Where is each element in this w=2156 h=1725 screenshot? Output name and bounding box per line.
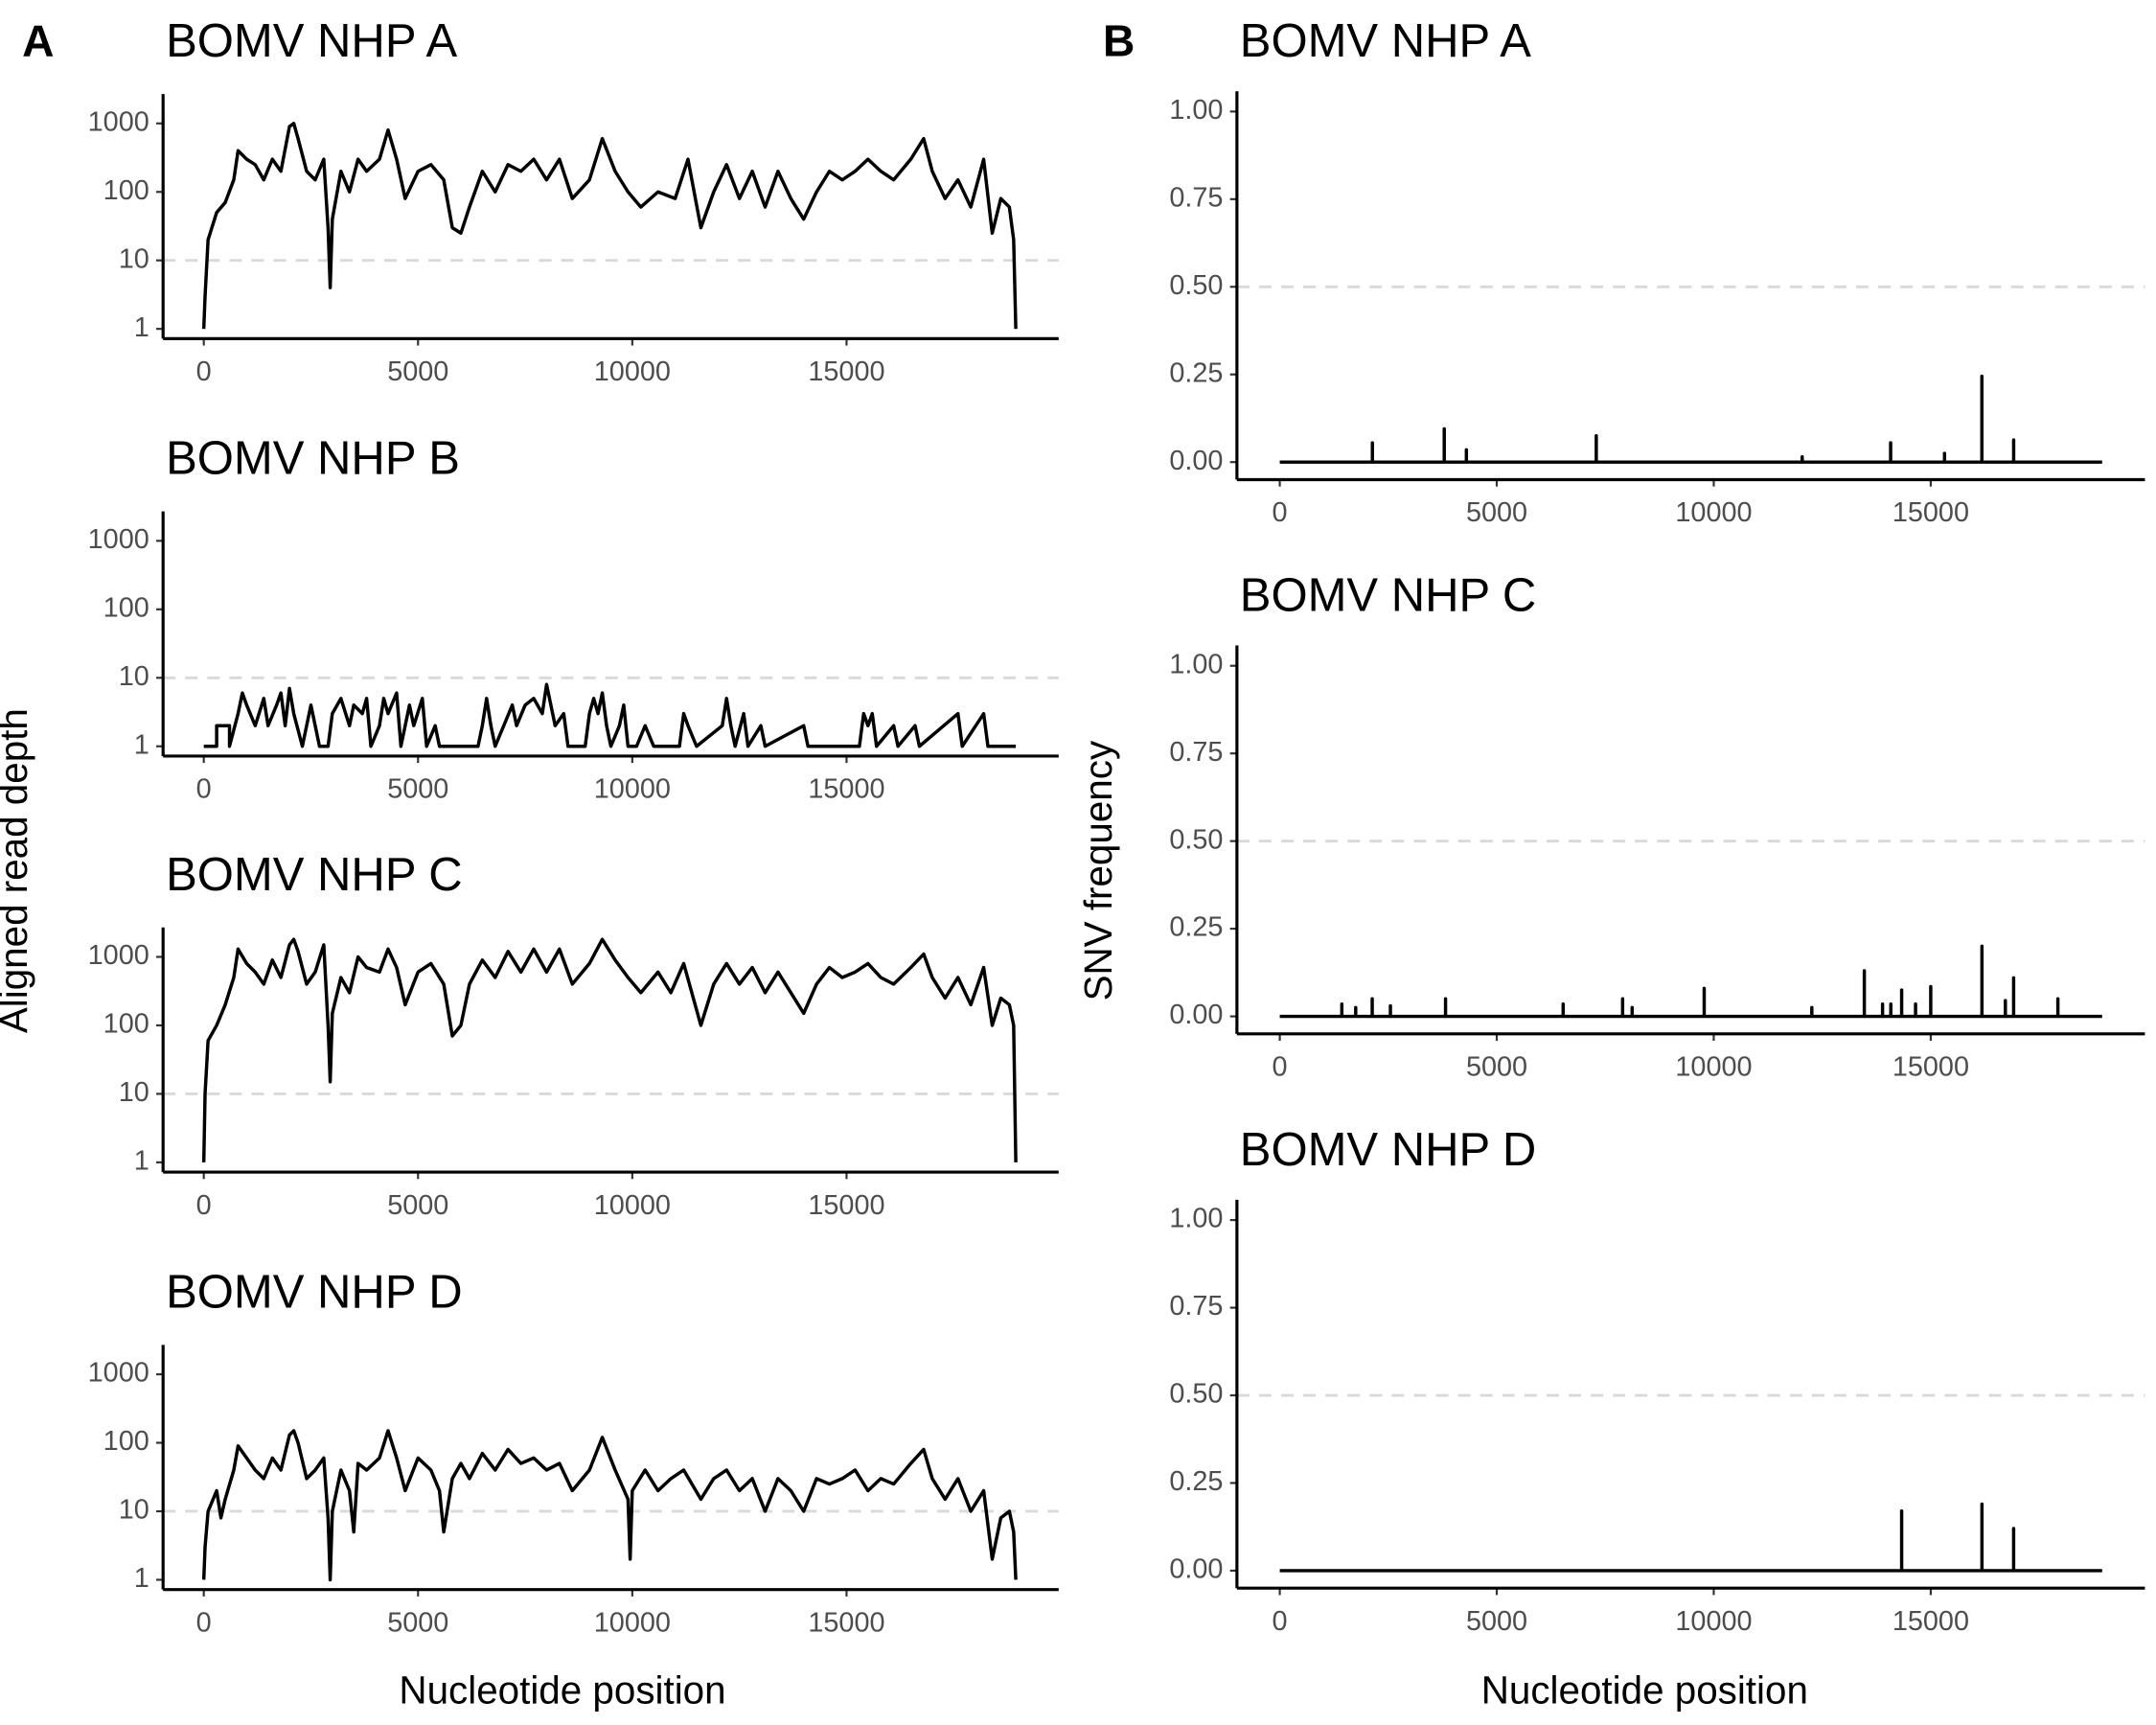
x-tick-label: 0 xyxy=(1273,1052,1288,1083)
chart-title: BOMV NHP A xyxy=(1240,15,1531,67)
x-tick-label: 5000 xyxy=(387,1190,448,1221)
panel-label: A xyxy=(22,15,54,65)
data-line xyxy=(201,122,1018,330)
x-tick-label: 15000 xyxy=(808,356,884,387)
x-tick-label: 10000 xyxy=(594,1190,671,1221)
x-tick-label: 0 xyxy=(196,356,212,387)
x-tick-label: 5000 xyxy=(1466,1052,1527,1083)
y-tick-label: 1 xyxy=(134,1563,149,1594)
chart-title: BOMV NHP C xyxy=(166,849,463,901)
y-tick-label: 1 xyxy=(134,1146,149,1177)
chart-title: BOMV NHP C xyxy=(1240,569,1537,621)
panel-label: B xyxy=(1103,15,1135,65)
y-tick-label: 1000 xyxy=(88,106,149,137)
x-tick-label: 0 xyxy=(196,1190,212,1221)
y-tick-label: 0.50 xyxy=(1169,1379,1223,1410)
x-tick-label: 10000 xyxy=(1675,497,1752,528)
chart-title: BOMV NHP A xyxy=(166,15,457,67)
y-tick-label: 0.25 xyxy=(1169,357,1223,388)
y-tick-label: 100 xyxy=(103,175,149,206)
x-axis-label: Nucleotide position xyxy=(1481,1668,1808,1712)
y-tick-label: 0.75 xyxy=(1169,182,1223,213)
y-tick-label: 0.00 xyxy=(1169,1554,1223,1585)
y-tick-label: 1.00 xyxy=(1169,95,1223,126)
y-axis-label: SNV frequency xyxy=(1076,740,1120,1000)
x-tick-label: 15000 xyxy=(808,774,884,805)
data-line xyxy=(203,682,1017,748)
x-tick-label: 5000 xyxy=(387,1607,448,1638)
x-tick-label: 15000 xyxy=(1892,1052,1969,1083)
y-tick-label: 1000 xyxy=(88,524,149,555)
y-tick-label: 1000 xyxy=(88,940,149,971)
x-tick-label: 5000 xyxy=(387,774,448,805)
x-tick-label: 0 xyxy=(1273,1606,1288,1637)
y-tick-label: 0.00 xyxy=(1169,446,1223,476)
y-tick-label: 0.50 xyxy=(1169,270,1223,301)
x-tick-label: 15000 xyxy=(1892,497,1969,528)
chart-title: BOMV NHP B xyxy=(166,433,460,485)
x-tick-label: 0 xyxy=(1273,497,1288,528)
x-tick-label: 5000 xyxy=(1466,497,1527,528)
x-tick-label: 15000 xyxy=(808,1190,884,1221)
y-tick-label: 1.00 xyxy=(1169,649,1223,679)
y-tick-label: 0.75 xyxy=(1169,737,1223,768)
x-tick-label: 10000 xyxy=(594,356,671,387)
data-line xyxy=(1279,1502,2102,1573)
x-tick-label: 10000 xyxy=(594,774,671,805)
y-tick-label: 10 xyxy=(119,243,149,274)
y-tick-label: 100 xyxy=(103,1426,149,1457)
y-tick-label: 1000 xyxy=(88,1358,149,1389)
y-tick-label: 1.00 xyxy=(1169,1204,1223,1234)
y-tick-label: 1 xyxy=(134,729,149,760)
x-axis-label: Nucleotide position xyxy=(399,1668,725,1712)
x-tick-label: 0 xyxy=(196,774,212,805)
y-tick-label: 1 xyxy=(134,312,149,343)
x-tick-label: 15000 xyxy=(1892,1606,1969,1637)
data-line xyxy=(201,937,1018,1162)
y-tick-label: 0.25 xyxy=(1169,1466,1223,1497)
y-tick-label: 10 xyxy=(119,661,149,692)
y-tick-label: 10 xyxy=(119,1077,149,1108)
x-tick-label: 0 xyxy=(196,1607,212,1638)
x-tick-label: 10000 xyxy=(1675,1606,1752,1637)
y-tick-label: 0.25 xyxy=(1169,912,1223,943)
y-tick-label: 0.75 xyxy=(1169,1291,1223,1322)
y-tick-label: 0.50 xyxy=(1169,824,1223,855)
x-tick-label: 5000 xyxy=(1466,1606,1527,1637)
y-tick-label: 100 xyxy=(103,592,149,623)
y-axis-label: Aligned read depth xyxy=(0,708,35,1033)
y-tick-label: 0.00 xyxy=(1169,1000,1223,1030)
data-line xyxy=(1279,374,2102,464)
chart-title: BOMV NHP D xyxy=(1240,1124,1537,1176)
x-tick-label: 5000 xyxy=(387,356,448,387)
data-line xyxy=(1279,944,2102,1019)
y-tick-label: 100 xyxy=(103,1009,149,1040)
y-tick-label: 10 xyxy=(119,1495,149,1526)
chart-title: BOMV NHP D xyxy=(166,1266,463,1318)
data-line xyxy=(201,1429,1018,1582)
x-tick-label: 10000 xyxy=(594,1607,671,1638)
x-tick-label: 10000 xyxy=(1675,1052,1752,1083)
x-tick-label: 15000 xyxy=(808,1607,884,1638)
